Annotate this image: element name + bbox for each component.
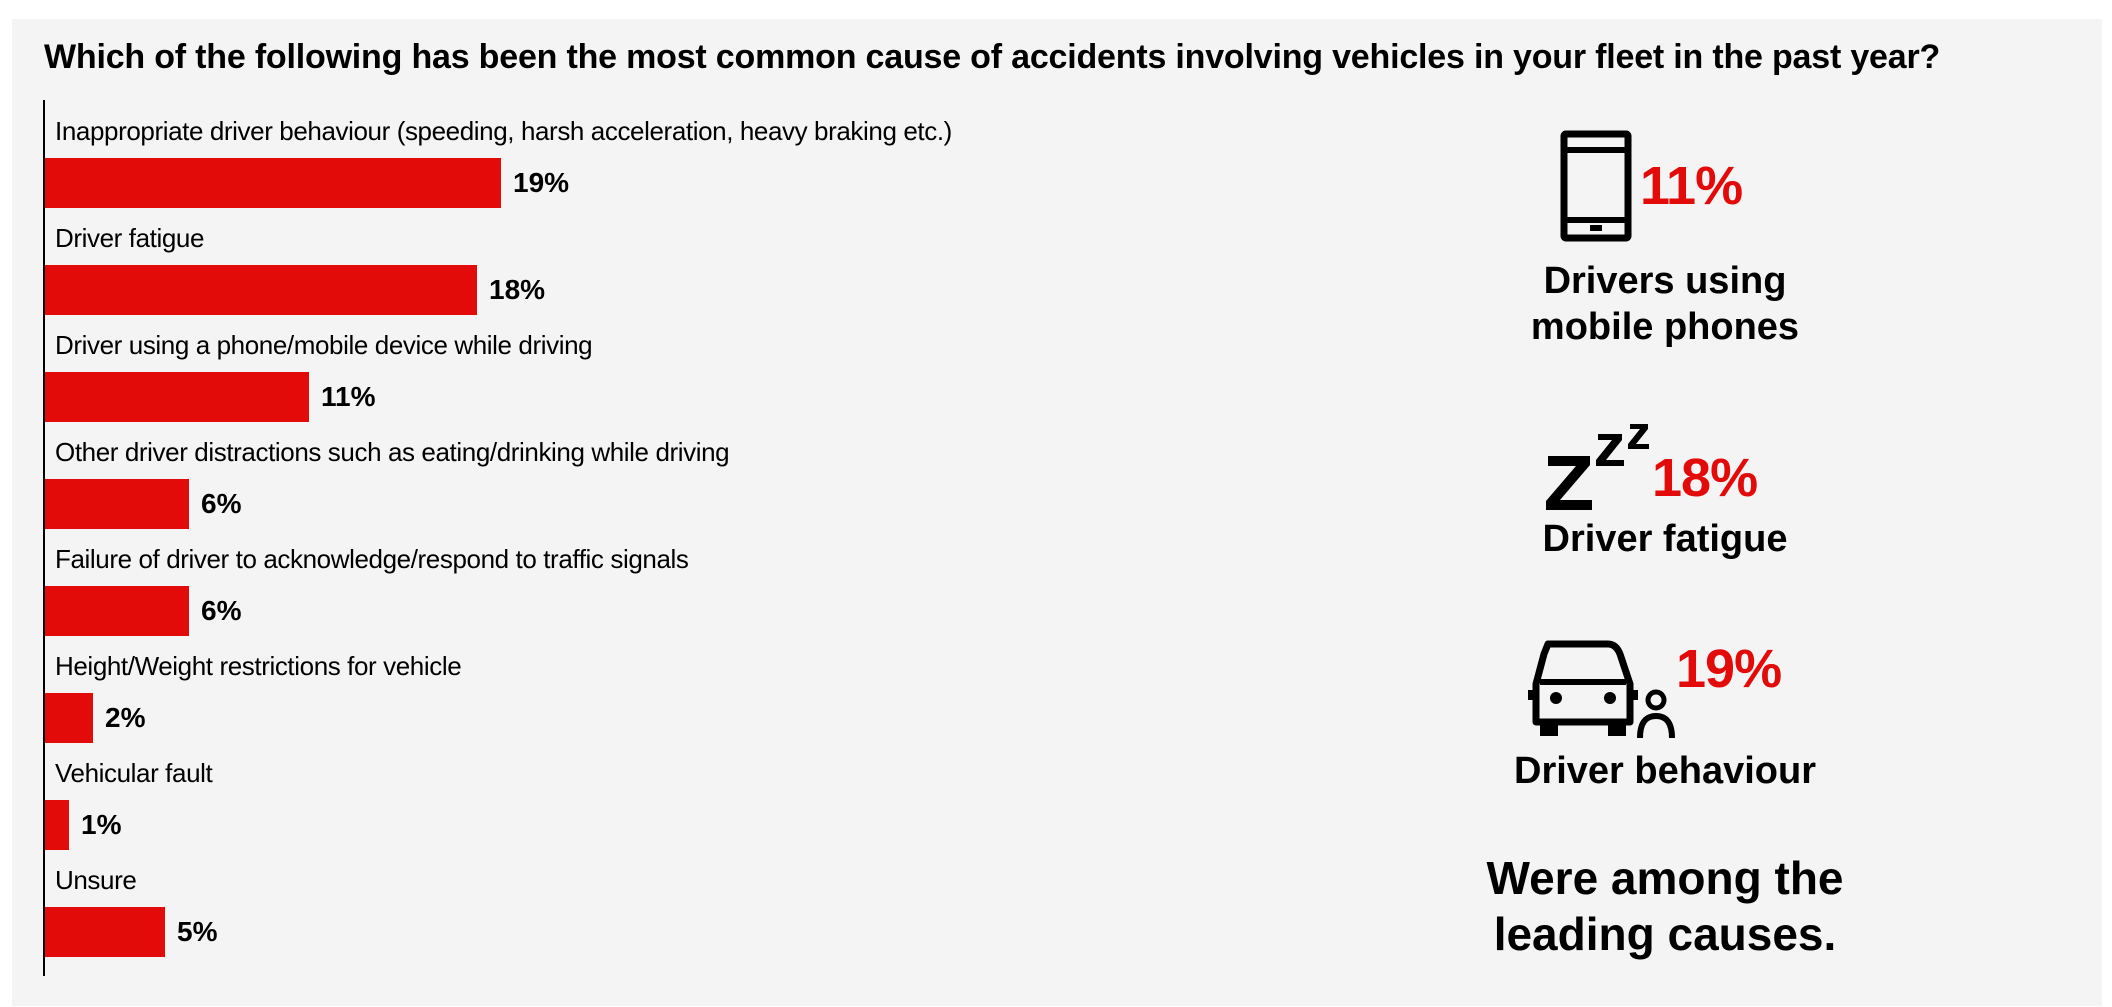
chart-title: Which of the following has been the most…: [44, 38, 1941, 76]
bar: [45, 158, 501, 208]
value-label: 2%: [105, 702, 146, 733]
highlight-value: 18%: [1652, 448, 1758, 508]
value-label: 1%: [81, 809, 122, 840]
bar: [45, 693, 93, 743]
bar: [45, 586, 189, 636]
category-label: Unsure: [55, 865, 136, 895]
value-label: 6%: [201, 595, 242, 626]
sleep-zzz-icon: [1546, 424, 1649, 510]
value-label: 5%: [177, 916, 218, 947]
category-label: Driver using a phone/mobile device while…: [55, 330, 592, 360]
highlight-value: 19%: [1676, 639, 1782, 699]
highlight-label: Driver behaviour: [1514, 750, 1816, 792]
value-label: 18%: [489, 274, 545, 305]
mobile-phone-icon: [1560, 130, 1632, 242]
category-label: Failure of driver to acknowledge/respond…: [55, 544, 689, 574]
category-label: Other driver distractions such as eating…: [55, 437, 729, 467]
value-label: 19%: [513, 167, 569, 198]
highlight-label: Driver fatigue: [1542, 518, 1788, 560]
bar: [45, 372, 309, 422]
value-label: 11%: [321, 381, 376, 412]
highlights-panel: 11% Drivers using mobile phones 18% Driv…: [1400, 120, 1930, 980]
category-label: Height/Weight restrictions for vehicle: [55, 651, 461, 681]
bar: [45, 800, 69, 850]
highlight-label: Drivers using mobile phones: [1530, 260, 1800, 348]
bar: [45, 907, 165, 957]
value-label: 6%: [201, 488, 242, 519]
category-label: Driver fatigue: [55, 223, 204, 253]
conclusion-text: Were among the leading causes.: [1486, 852, 1844, 960]
bar: [45, 479, 189, 529]
category-label: Vehicular fault: [55, 758, 214, 788]
car-driver-icon: [1528, 640, 1675, 739]
category-label: Inappropriate driver behaviour (speeding…: [55, 116, 952, 146]
bar: [45, 265, 477, 315]
highlight-value: 11%: [1640, 156, 1743, 216]
bar-chart: Inappropriate driver behaviour (speeding…: [43, 100, 952, 976]
